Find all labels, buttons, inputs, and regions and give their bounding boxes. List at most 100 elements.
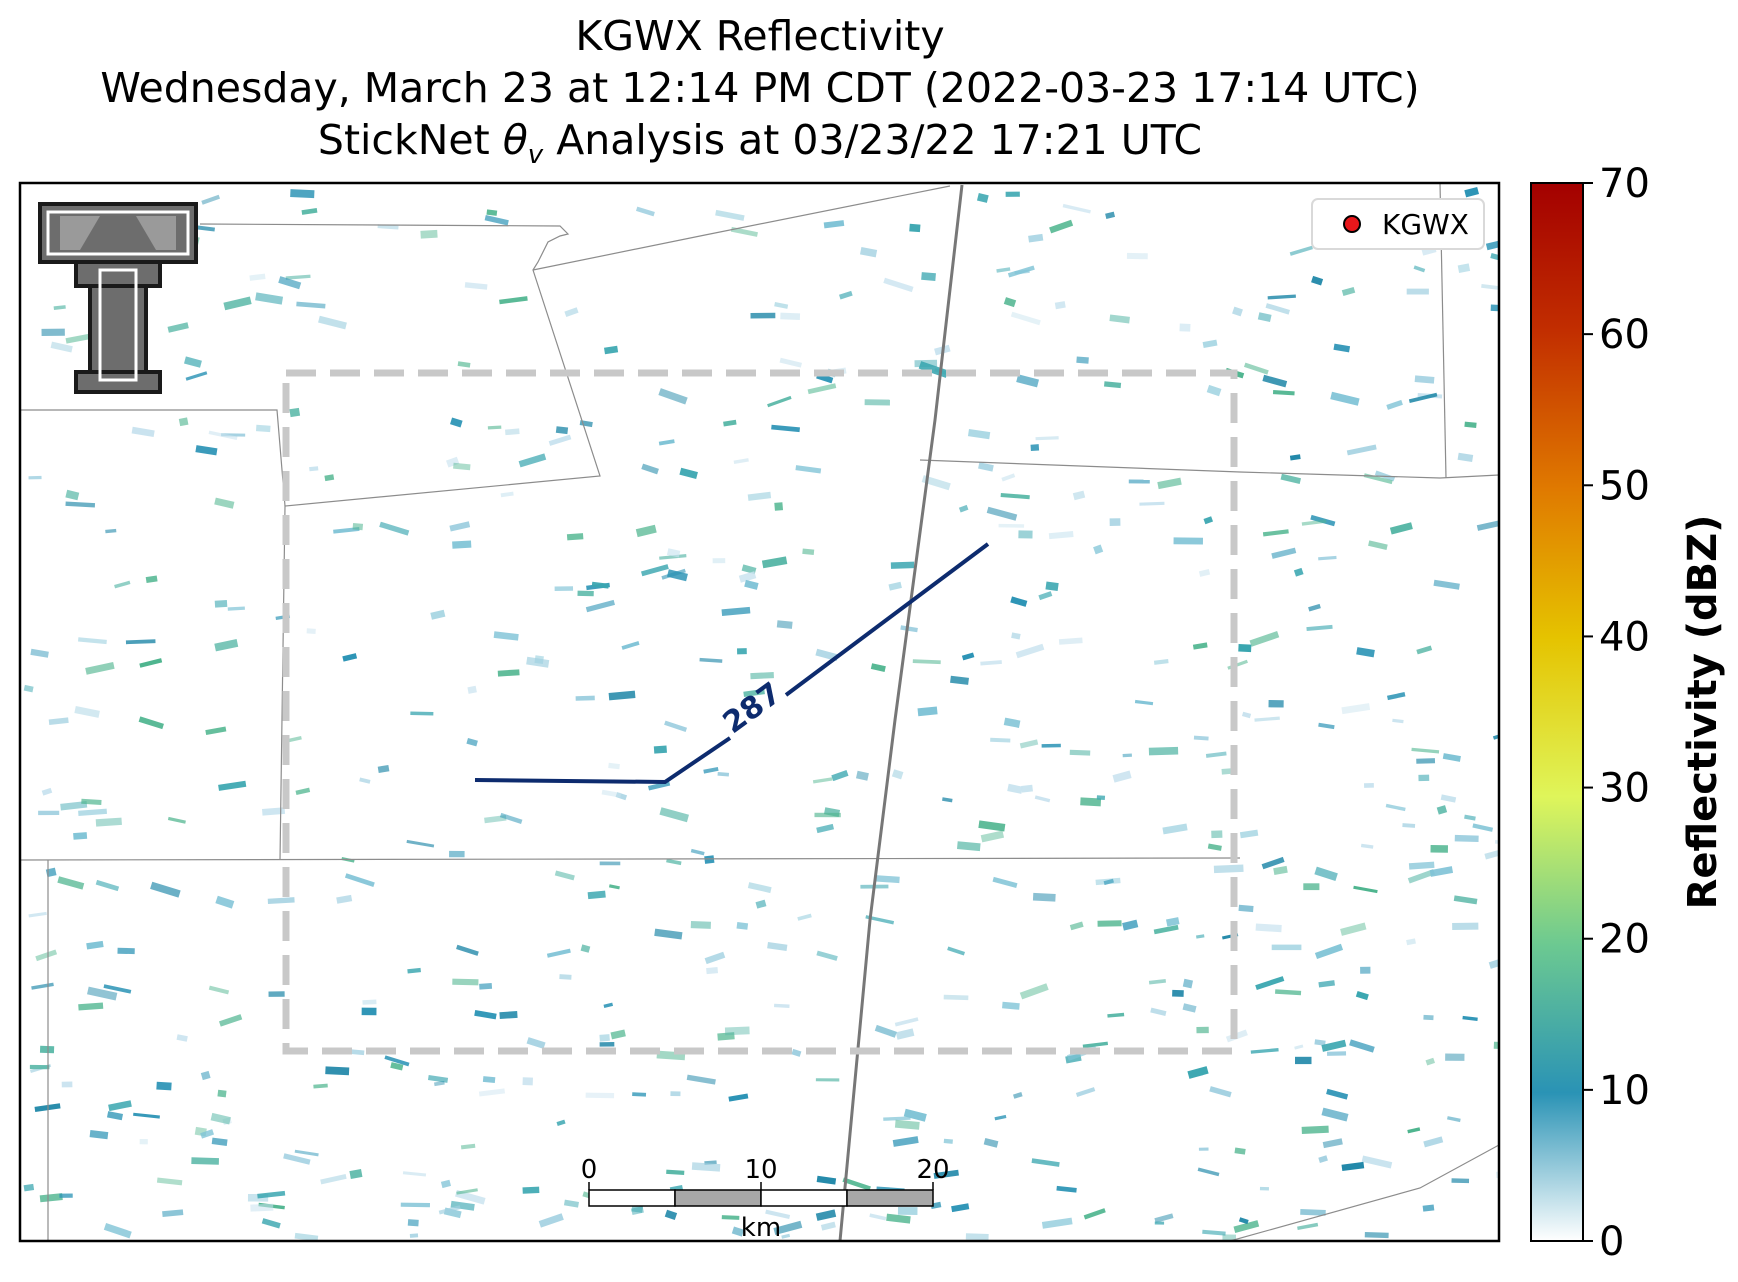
echo-pixel [409,1233,419,1238]
echo-pixel [679,467,698,480]
echo-pixel [869,1213,887,1221]
theta-subscript: v [527,140,544,171]
echo-pixel [208,985,230,995]
echo-pixel [664,1209,678,1221]
echo-pixel [1031,1158,1060,1167]
echo-pixel [176,1034,188,1042]
echo-pixel [200,1070,211,1081]
texas-tech-logo [38,202,198,394]
echo-pixel [816,1175,837,1185]
echo-pixel [65,489,80,501]
echo-pixel [1198,569,1211,577]
echo-pixel [325,1066,350,1076]
echo-pixel [666,569,688,582]
echo-pixel [1041,1217,1073,1229]
colorbar-title: Reflectivity (dBZ) [1680,515,1726,910]
title-analysis: StickNet θv Analysis at 03/23/22 17:21 U… [20,114,1500,181]
echo-pixel [1314,943,1344,960]
echo-pixel [978,820,1006,832]
echo-pixel [1187,1066,1209,1079]
echo-pixel [1360,843,1374,849]
echo-pixel [658,439,675,446]
echo-pixel [200,1129,215,1139]
echo-pixel [1389,522,1413,535]
echo-pixel [438,1205,461,1215]
echo-pixel [219,1014,243,1027]
echo-pixel [903,1108,927,1122]
echo-pixel [1406,938,1416,946]
echo-pixel [1300,1209,1326,1216]
echo-pixel [313,1083,328,1089]
echo-pixel [1297,1222,1319,1231]
echo-pixel [1255,923,1282,933]
echo-pixel [1406,288,1429,295]
colorbar-tick-label: 20 [1599,917,1650,963]
echo-pixel [791,1048,802,1057]
echo-pixel [1386,399,1403,410]
echo-pixel [632,1092,647,1097]
colorbar-tick-label: 40 [1599,614,1650,660]
echo-pixel [255,292,284,305]
echo-pixel [1213,864,1244,874]
echo-pixel [1205,751,1227,758]
echo-pixel [1485,236,1499,251]
echo-pixel [1162,823,1188,835]
echo-pixel [1005,191,1020,197]
echo-pixel [1255,976,1285,991]
echo-pixel [344,873,375,888]
echo-pixel [1333,343,1351,353]
echo-pixel [750,312,776,319]
echo-pixel [464,282,488,290]
echo-pixel [699,657,723,663]
echo-pixel [1322,1138,1343,1149]
echo-pixel [900,625,918,633]
echo-pixel [479,983,493,990]
echo-pixel [956,841,981,852]
echo-pixel [39,1045,55,1054]
echo-pixel [731,1226,745,1237]
echo-pixel [41,787,53,796]
echo-pixel [257,1190,286,1199]
echo-pixel [1272,390,1295,396]
echo-pixel [686,1074,716,1085]
echo-pixel [1356,647,1375,658]
echo-pixel [659,807,689,823]
echo-pixel [41,328,65,336]
echo-pixel [23,1183,35,1192]
echo-pixel [410,711,434,716]
echo-pixel [1445,1053,1465,1061]
echo-pixel [526,656,550,668]
echo-pixel [874,1024,897,1038]
echo-pixel [1157,477,1182,490]
echo-pixel [1209,1086,1232,1098]
echo-pixel [290,189,315,199]
echo-pixel [1464,186,1480,198]
echo-pixel [1349,1039,1375,1053]
echo-pixel [1492,732,1499,740]
echo-pixel [815,1209,837,1221]
echo-pixel [717,772,730,777]
echo-pixel [407,967,421,974]
echo-pixel [1327,1051,1347,1056]
echo-pixel [839,290,853,300]
echo-pixel [658,388,688,405]
echo-pixel [587,890,606,900]
echo-pixel [730,226,758,237]
echo-pixel [217,1089,227,1098]
echo-pixel [921,272,936,281]
echo-pixel [566,533,584,541]
echo-pixel [635,206,655,217]
echo-pixel [577,590,594,597]
echo-pixel [1429,866,1454,877]
echo-pixel [1303,883,1320,891]
echo-pixel [779,357,802,368]
theta-v-contour [474,736,732,785]
echo-pixel [61,1081,73,1088]
echo-pixel [1293,567,1304,577]
echo-pixel [1105,211,1116,219]
echo-pixel [1423,1136,1444,1148]
echo-pixel [1062,203,1091,214]
echo-pixel [518,453,547,468]
echo-pixel [210,1112,231,1125]
colorbar-tick-label: 10 [1599,1068,1650,1114]
